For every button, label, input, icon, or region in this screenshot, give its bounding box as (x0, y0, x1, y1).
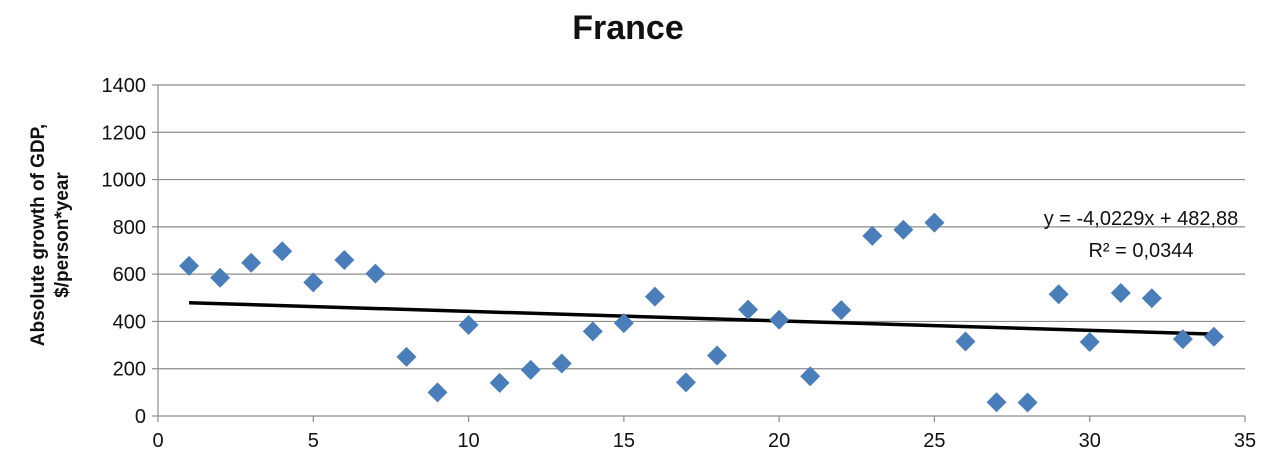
data-point-31 (1110, 283, 1131, 304)
data-point-21 (800, 366, 821, 387)
trendline-r-squared: R² = 0,0344 (1088, 240, 1193, 262)
data-point-19 (738, 299, 759, 320)
y-tick-label-1000: 1000 (102, 170, 147, 192)
data-point-1 (179, 255, 200, 276)
data-point-11 (489, 372, 510, 393)
x-tick-label-5: 5 (308, 430, 319, 452)
data-point-10 (458, 314, 479, 335)
x-tick-labels: 0 5 10 15 20 25 30 35 (152, 430, 1256, 452)
y-tick-label-600: 600 (113, 264, 146, 286)
y-axis-label-line-2: $/person*year (52, 172, 73, 298)
data-point-34 (1203, 326, 1224, 347)
grid-lines (158, 84, 1245, 370)
data-point-2 (210, 267, 231, 288)
x-tick-label-35: 35 (1234, 430, 1256, 452)
data-point-32 (1141, 288, 1162, 309)
y-axis-label: Absolute growth of GDP, $/person*year (28, 124, 73, 346)
data-point-5 (303, 272, 324, 293)
y-tick-label-200: 200 (113, 359, 146, 381)
trendline-equation: y = -4,0229x + 482,88 (1044, 208, 1239, 230)
trendline-annotation: y = -4,0229x + 482,88 R² = 0,0344 (1044, 208, 1239, 262)
y-tick-label-0: 0 (135, 406, 146, 428)
axes (152, 84, 1246, 422)
x-tick-label-10: 10 (457, 430, 479, 452)
data-point-4 (272, 241, 293, 262)
data-point-14 (582, 321, 603, 342)
data-points (179, 212, 1224, 413)
x-tick-label-25: 25 (923, 430, 945, 452)
x-tick-label-20: 20 (768, 430, 790, 452)
data-point-9 (427, 382, 448, 403)
x-tick-label-0: 0 (152, 430, 163, 452)
data-point-25 (924, 212, 945, 233)
data-point-18 (707, 345, 728, 366)
data-point-24 (893, 219, 914, 240)
data-point-8 (396, 346, 417, 367)
data-point-6 (334, 249, 355, 270)
data-point-3 (241, 252, 262, 273)
data-point-13 (551, 353, 572, 374)
chart-title: France (572, 9, 684, 47)
trendline-layer (189, 301, 1214, 336)
trendline (189, 301, 1214, 336)
y-tick-label-400: 400 (113, 311, 146, 333)
data-point-7 (365, 263, 386, 284)
data-point-22 (831, 300, 852, 321)
data-point-12 (520, 359, 541, 380)
data-point-26 (955, 331, 976, 352)
data-point-30 (1079, 331, 1100, 352)
data-point-29 (1048, 284, 1069, 305)
data-point-28 (1017, 392, 1038, 413)
data-point-33 (1172, 329, 1193, 350)
data-point-15 (613, 313, 634, 334)
data-point-23 (862, 225, 883, 246)
data-point-17 (675, 372, 696, 393)
y-tick-label-1200: 1200 (102, 122, 147, 144)
data-point-27 (986, 392, 1007, 413)
x-tick-label-15: 15 (613, 430, 635, 452)
x-tick-label-30: 30 (1079, 430, 1101, 452)
y-axis-label-line-1: Absolute growth of GDP, (28, 124, 49, 346)
y-tick-labels: 0 200 400 600 800 1000 1200 1400 (102, 75, 147, 428)
data-point-20 (769, 309, 790, 330)
y-tick-label-800: 800 (113, 217, 146, 239)
y-tick-label-1400: 1400 (102, 75, 147, 97)
data-point-16 (644, 286, 665, 307)
